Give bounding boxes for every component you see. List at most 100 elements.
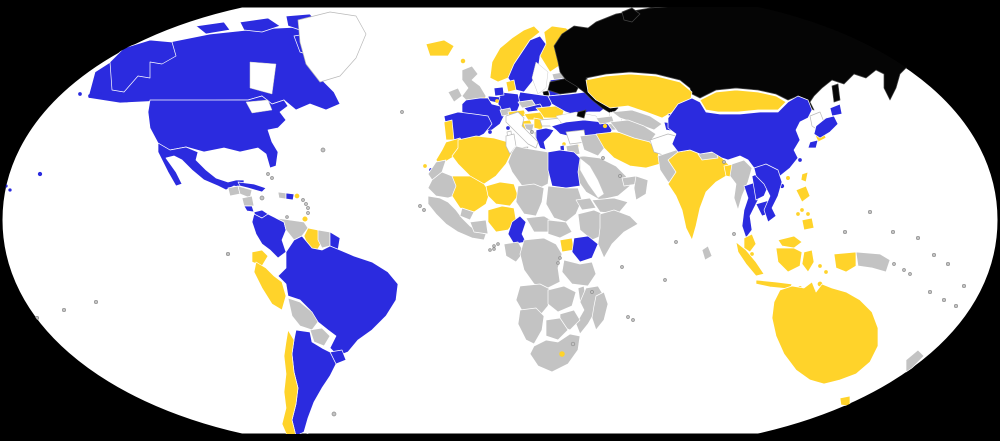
- country-sao-tome-2: [492, 244, 496, 248]
- country-hawaii: [37, 171, 43, 177]
- country-myanmar: [729, 159, 753, 211]
- country-ghana-togo-benin: [469, 219, 489, 235]
- country-pacific-1: [931, 252, 937, 258]
- country-burundi: [556, 261, 560, 265]
- country-aleutian-3: [78, 92, 82, 96]
- country-chagos: [663, 278, 667, 282]
- country-bahamas-1: [266, 172, 270, 176]
- country-micronesia-4: [915, 235, 921, 241]
- country-pacific-3: [927, 289, 933, 295]
- hudson-bay: [249, 61, 277, 95]
- country-lesotho: [559, 351, 565, 357]
- country-mauritius-2: [631, 318, 635, 322]
- country-seychelles: [620, 265, 624, 269]
- antilles-2: [304, 202, 308, 206]
- country-moluccas-2: [824, 270, 828, 274]
- country-denmark: [505, 79, 517, 93]
- country-indonesia-sulawesi: [801, 249, 815, 273]
- country-galapagos: [225, 251, 231, 257]
- country-indonesia-kalimantan: [775, 247, 803, 273]
- country-new-britain: [892, 262, 896, 266]
- country-sao-tome-1: [488, 248, 492, 252]
- country-solomon-2: [908, 272, 912, 276]
- country-hong-kong: [786, 176, 790, 180]
- country-bermuda: [320, 147, 326, 153]
- country-puerto-rico: [294, 193, 300, 199]
- country-kaliningrad: [542, 90, 550, 97]
- country-cape-verde-2: [422, 208, 426, 212]
- country-rwanda: [558, 256, 562, 260]
- country-pacific-2: [945, 261, 951, 267]
- country-micronesia-1: [842, 229, 848, 235]
- country-maldives: [674, 240, 678, 244]
- country-brazil: [277, 235, 399, 357]
- country-qatar: [618, 174, 622, 178]
- country-micronesia-2: [867, 209, 873, 215]
- country-pacific-6: [961, 283, 967, 289]
- country-philippines-visayas-3: [796, 212, 800, 216]
- country-arctic-island-1: [239, 17, 281, 33]
- country-crimea: [576, 109, 587, 119]
- country-somalia: [597, 209, 639, 259]
- country-south-africa: [529, 333, 581, 373]
- great-lakes: [245, 99, 273, 114]
- country-aleutian-1: [98, 92, 102, 96]
- country-algeria: [451, 135, 513, 185]
- country-china: [667, 95, 813, 177]
- country-zambia: [547, 285, 577, 313]
- country-mali: [451, 175, 491, 213]
- antilles-3: [306, 206, 310, 210]
- country-pacific-5: [953, 303, 959, 309]
- country-pacific-4: [941, 297, 947, 303]
- antilles-4: [306, 211, 310, 215]
- country-micronesia-3: [890, 229, 896, 235]
- country-egypt: [547, 149, 581, 189]
- country-japan-kyushu: [807, 139, 819, 149]
- country-corsica: [506, 126, 510, 130]
- country-indonesia-papua: [833, 251, 857, 273]
- country-drc: [519, 237, 563, 289]
- country-arctic-island-3: [195, 21, 231, 35]
- country-paraguay: [309, 327, 331, 347]
- country-papua-new-guinea: [855, 251, 891, 273]
- country-tasmania: [839, 395, 851, 407]
- country-aruba-curacao: [285, 215, 289, 219]
- red-sea: [579, 157, 605, 199]
- country-colombia: [251, 213, 287, 259]
- country-sudan: [545, 185, 583, 223]
- country-netherlands: [493, 86, 505, 97]
- country-south-sudan: [547, 219, 573, 239]
- country-philippines-visayas-1: [800, 208, 804, 212]
- country-armenia: [602, 123, 608, 129]
- country-kuwait: [601, 156, 605, 160]
- country-uzbekistan: [611, 109, 663, 131]
- country-bolivia: [287, 297, 319, 331]
- country-andaman-islands: [732, 232, 736, 236]
- country-nicaragua: [241, 195, 255, 207]
- country-peru: [253, 261, 287, 311]
- country-aleutian-2: [88, 94, 92, 98]
- country-south-pacific-2: [61, 307, 67, 313]
- country-malaysia-borneo: [777, 235, 803, 249]
- country-bahamas-2: [270, 176, 274, 180]
- country-madagascar: [591, 291, 609, 331]
- country-azores: [400, 110, 404, 114]
- country-south-pacific-3: [93, 299, 99, 305]
- country-mexico: [157, 142, 245, 191]
- country-mongolia: [699, 89, 787, 113]
- country-vietnam: [753, 163, 783, 223]
- country-faroe-islands: [460, 58, 466, 64]
- country-turkmenistan: [609, 119, 657, 143]
- country-cuba: [237, 181, 267, 193]
- country-montenegro: [530, 130, 534, 134]
- country-sri-lanka: [701, 245, 713, 261]
- country-italy: [505, 111, 539, 149]
- country-falkland-islands: [331, 411, 337, 417]
- country-botswana: [545, 317, 569, 341]
- country-japan-honshu: [813, 115, 839, 139]
- country-jamaica: [259, 195, 265, 201]
- country-portugal: [443, 119, 455, 141]
- country-bhutan: [722, 160, 726, 164]
- country-solomon-1: [902, 268, 906, 272]
